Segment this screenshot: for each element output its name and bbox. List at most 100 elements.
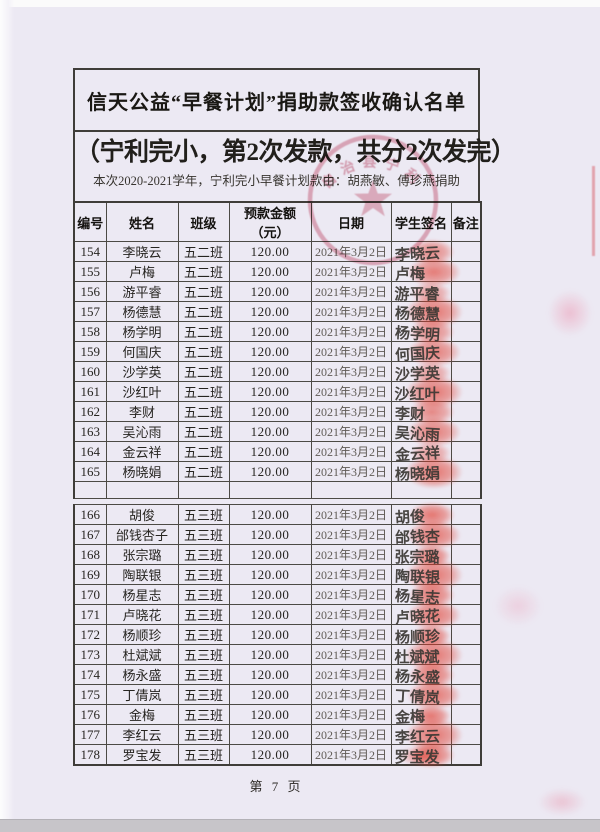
empty-cell [177, 481, 230, 499]
signature-handwriting: 罗宝发 [394, 750, 440, 766]
cell-date: 2021年3月2日 [310, 301, 392, 322]
signature-handwriting: 杜斌斌 [394, 650, 440, 666]
cell-name: 杨顺珍 [105, 624, 179, 645]
cell-id: 175 [73, 684, 107, 705]
empty-table-row [73, 481, 482, 499]
table-header-row: 编号 姓名 班级 预款金额（元） 日期 学生签名 备注 [73, 202, 482, 242]
cell-class: 五三班 [177, 544, 230, 565]
cell-date: 2021年3月2日 [310, 624, 392, 645]
table-row: 156 游平睿 五二班 120.00 2021年3月2日 游平睿 [73, 281, 482, 304]
cell-id: 154 [73, 241, 107, 262]
cell-name: 杜斌斌 [105, 644, 179, 665]
cell-date: 2021年3月2日 [310, 461, 392, 482]
cell-date: 2021年3月2日 [310, 604, 392, 625]
empty-cell [228, 481, 312, 499]
signature-handwriting: 杨顺珍 [394, 629, 440, 647]
table-row: 167 邰钱杏子 五三班 120.00 2021年3月2日 邰钱杏 [73, 520, 482, 550]
cell-name: 吴沁雨 [105, 421, 179, 442]
cell-id: 176 [73, 704, 107, 725]
cell-class: 五二班 [177, 261, 230, 282]
cell-date: 2021年3月2日 [310, 644, 392, 665]
column-header: 编号 [73, 202, 107, 242]
cell-amount: 120.00 [228, 461, 312, 482]
cell-amount: 120.00 [228, 624, 312, 645]
cell-amount: 120.00 [228, 281, 312, 302]
cell-remark [450, 624, 482, 645]
table-row: 159 何国庆 五二班 120.00 2021年3月2日 何国庆 [73, 337, 482, 367]
cell-amount: 120.00 [228, 524, 312, 545]
table-row: 161 沙红叶 五二班 120.00 2021年3月2日 沙红叶 [73, 375, 482, 409]
cell-class: 五三班 [177, 724, 230, 745]
scan-edge-bottom [0, 819, 600, 832]
cell-class: 五二班 [177, 461, 230, 482]
cell-id: 160 [73, 361, 107, 382]
ink-stain-mark [494, 586, 542, 626]
signature-handwriting: 游平睿 [394, 287, 440, 303]
cell-class: 五三班 [177, 744, 230, 766]
table-row: 177 李红云 五三班 120.00 2021年3月2日 李红云 [73, 718, 482, 752]
cell-student-signature: 邰钱杏 [390, 520, 461, 550]
cell-class: 五三班 [177, 604, 230, 625]
cell-amount: 120.00 [228, 544, 312, 565]
scan-edge-left [0, 0, 14, 832]
cell-amount: 120.00 [228, 664, 312, 685]
table-row: 172 杨顺珍 五三班 120.00 2021年3月2日 杨顺珍 [73, 624, 482, 647]
cell-id: 156 [73, 281, 107, 302]
table-row: 163 吴沁雨 五二班 120.00 2021年3月2日 吴沁雨 [73, 417, 482, 447]
column-header: 学生签名 [390, 202, 452, 242]
cell-name: 陶联银 [105, 564, 179, 585]
cell-class: 五三班 [177, 504, 230, 525]
cell-class: 五二班 [177, 281, 230, 302]
cell-id: 174 [73, 664, 107, 685]
cell-class: 五二班 [177, 421, 230, 442]
fingerprint-mark [406, 337, 461, 367]
cell-id: 163 [73, 421, 107, 442]
cell-date: 2021年3月2日 [310, 401, 392, 422]
cell-class: 五三班 [177, 684, 230, 705]
table-row: 154 李晓云 五二班 120.00 2021年3月2日 李晓云 [73, 239, 482, 265]
cell-amount: 120.00 [228, 644, 312, 665]
cell-amount: 120.00 [228, 564, 312, 585]
cell-amount: 120.00 [228, 684, 312, 705]
table-row: 168 张宗璐 五三班 120.00 2021年3月2日 张宗璐 [73, 544, 482, 567]
cell-name: 杨永盛 [105, 664, 179, 685]
fingerprint-mark [404, 455, 463, 489]
cell-name: 杨德慧 [105, 301, 179, 322]
cell-date: 2021年3月2日 [310, 441, 392, 462]
cell-class: 五二班 [177, 441, 230, 462]
empty-cell [450, 481, 482, 499]
cell-amount: 120.00 [228, 421, 312, 442]
cell-date: 2021年3月2日 [310, 341, 392, 362]
cell-amount: 120.00 [228, 381, 312, 402]
cell-remark [450, 664, 482, 685]
cell-date: 2021年3月2日 [310, 261, 392, 282]
cell-student-signature: 沙红叶 [390, 375, 463, 409]
cell-name: 杨学明 [105, 321, 179, 342]
page-title: 信天公益“早餐计划”捐助款签收确认名单 [87, 91, 466, 114]
cell-date: 2021年3月2日 [310, 504, 392, 525]
signature-handwriting: 李晓云 [394, 245, 441, 265]
signature-handwriting: 沙红叶 [394, 387, 440, 403]
cell-student-signature: 吴沁雨 [390, 417, 461, 447]
cell-amount: 120.00 [228, 604, 312, 625]
table-row: 157 杨德慧 五二班 120.00 2021年3月2日 杨德慧 [73, 295, 482, 329]
cell-id: 167 [73, 524, 107, 545]
cell-date: 2021年3月2日 [310, 724, 392, 745]
cell-name: 李红云 [105, 724, 179, 745]
cell-id: 170 [73, 584, 107, 605]
cell-amount: 120.00 [228, 724, 312, 745]
signature-handwriting: 杨晓娟 [394, 466, 440, 484]
cell-amount: 120.00 [228, 584, 312, 605]
cell-amount: 120.00 [228, 401, 312, 422]
ink-stain-mark [538, 788, 586, 816]
cell-class: 五三班 [177, 564, 230, 585]
cell-name: 游平睿 [105, 281, 179, 302]
cell-class: 五二班 [177, 301, 230, 322]
cell-name: 何国庆 [105, 341, 179, 362]
cell-id: 178 [73, 744, 107, 766]
table-row: 166 胡俊 五三班 120.00 2021年3月2日 胡俊 [73, 502, 482, 528]
cell-remark [450, 361, 482, 382]
signoff-table-section-2: 166 胡俊 五三班 120.00 2021年3月2日 胡俊 167 邰钱杏子 五三班 120.0… [73, 502, 482, 768]
cell-id: 155 [73, 261, 107, 282]
